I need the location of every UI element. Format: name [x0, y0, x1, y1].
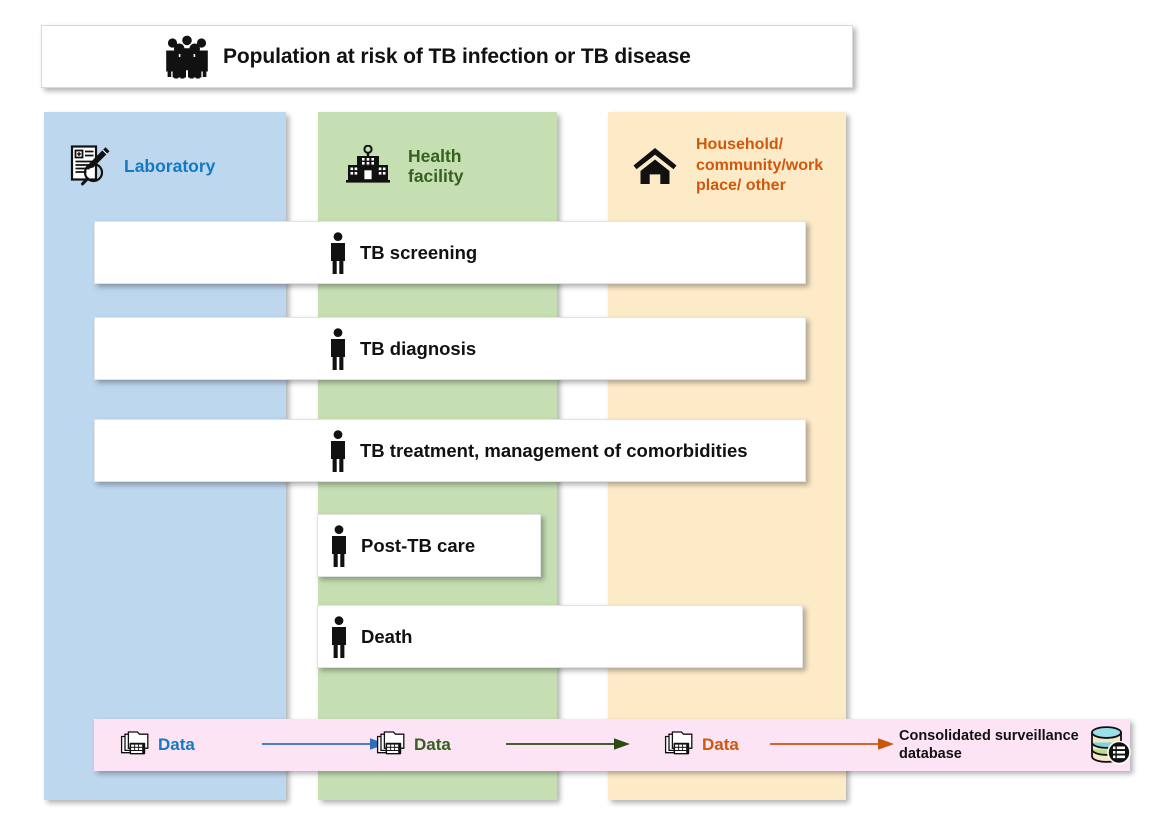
column-household-header: Household/ community/work place/ other: [608, 112, 846, 220]
step-tb-treatment-label: TB treatment, management of comorbiditie…: [360, 439, 748, 461]
arrow-household-to-database: [770, 737, 896, 751]
arrow-health-facility-to-household: [506, 737, 632, 751]
step-post-tb-care-label: Post-TB care: [361, 534, 476, 556]
arrow-lab-to-health-facility: [262, 737, 388, 751]
database-icon: [1088, 724, 1132, 766]
step-post-tb-care: Post-TB care: [317, 514, 541, 577]
column-health-facility-label: Health facility: [408, 145, 464, 186]
column-health-facility-header: Health facility: [318, 112, 557, 220]
data-files-icon: [120, 731, 150, 759]
person-icon: [327, 524, 351, 568]
population-banner: Population at risk of TB infection or TB…: [41, 25, 853, 88]
house-icon: [632, 145, 678, 187]
data-node-household: Data: [664, 719, 739, 771]
consolidated-database-node: Consolidated surveillance database: [899, 719, 1132, 771]
person-icon: [326, 231, 350, 275]
step-tb-treatment: TB treatment, management of comorbiditie…: [94, 419, 806, 482]
person-icon: [326, 429, 350, 473]
data-node-health-facility: Data: [376, 719, 451, 771]
step-tb-screening-label: TB screening: [360, 241, 478, 263]
column-household-label: Household/ community/work place/ other: [696, 136, 824, 195]
person-icon: [327, 615, 351, 659]
lab-form-pen-magnifier-icon: [69, 144, 113, 188]
data-node-laboratory: Data: [120, 719, 195, 771]
step-tb-diagnosis-label: TB diagnosis: [360, 337, 477, 359]
people-group-icon: [164, 35, 210, 79]
data-files-icon: [376, 731, 406, 759]
column-laboratory-header: Laboratory: [44, 112, 286, 220]
data-node-household-label: Data: [702, 735, 739, 754]
population-banner-label: Population at risk of TB infection or TB…: [223, 44, 691, 68]
consolidated-database-label: Consolidated surveillance database: [899, 727, 1079, 762]
data-node-laboratory-label: Data: [158, 735, 195, 754]
data-flow-bar: Data: [94, 719, 1132, 771]
data-files-icon: [664, 731, 694, 759]
step-death-label: Death: [361, 625, 413, 647]
step-death: Death: [317, 605, 803, 668]
person-icon: [326, 327, 350, 371]
step-tb-diagnosis: TB diagnosis: [94, 317, 806, 380]
hospital-building-icon: [344, 144, 392, 187]
column-laboratory-label: Laboratory: [124, 155, 216, 176]
data-node-health-facility-label: Data: [414, 735, 451, 754]
step-tb-screening: TB screening: [94, 221, 806, 284]
